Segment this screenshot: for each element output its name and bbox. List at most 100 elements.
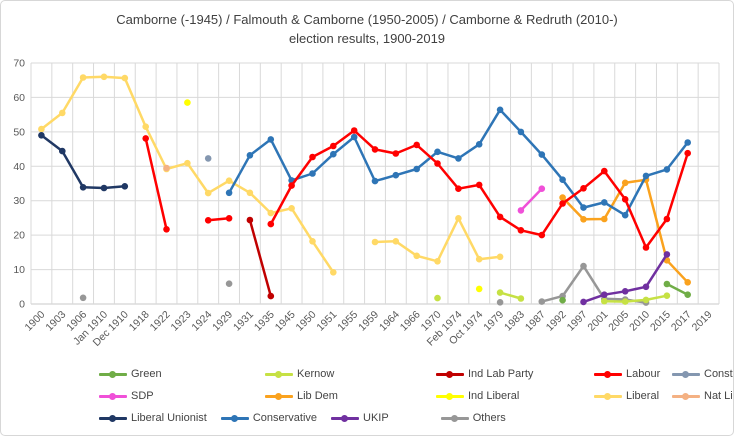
data-point-conservative — [517, 128, 525, 136]
data-point-conservative — [455, 155, 462, 162]
x-tick-label: 1900 — [23, 309, 48, 334]
x-tick-label: 1964 — [377, 309, 402, 334]
data-point-green — [559, 296, 566, 304]
legend-item-ind-liberal: Ind Liberal — [436, 390, 594, 402]
legend-item-ind-lab-party: Ind Lab Party — [436, 368, 594, 380]
series-nat-liberal — [163, 164, 170, 172]
data-point-labour — [392, 150, 400, 157]
x-tick-label: 1903 — [43, 309, 68, 334]
data-point-sdp — [538, 185, 546, 192]
legend-item-kernow: Kernow — [265, 368, 436, 380]
data-point-lib-dem — [621, 179, 629, 187]
data-point-liberal — [204, 189, 212, 197]
legend-item-nat-liberal: Nat Liberal — [672, 390, 733, 402]
data-point-labour — [204, 217, 212, 224]
data-point-liberal — [38, 125, 45, 133]
data-point-labour — [580, 185, 587, 192]
legend-label-conservative: Conservative — [252, 412, 318, 424]
x-tick-label: 1923 — [168, 309, 193, 334]
series-lib-dem — [559, 176, 691, 286]
x-tick-label: 1987 — [523, 309, 548, 334]
data-point-labour — [288, 182, 295, 189]
data-point-conservative — [601, 199, 608, 206]
data-point-ind-lab-party — [267, 292, 275, 300]
legend-row-1: Green Kernow Ind Lab Party Labour Constituti… — [1, 363, 733, 385]
x-tick-label: 1951 — [314, 309, 339, 334]
data-point-labour — [559, 200, 566, 207]
series-ind-lab-party — [246, 216, 275, 300]
data-point-liberal — [288, 205, 295, 212]
y-tick-label: 70 — [13, 58, 25, 70]
x-tick-label: 1955 — [335, 309, 360, 334]
x-tick-label: 1966 — [398, 309, 423, 334]
data-point-conservative — [559, 176, 566, 183]
data-point-kernow — [434, 294, 441, 302]
data-point-labour — [267, 220, 275, 228]
data-point-others — [79, 294, 87, 302]
x-tick-label: 2001 — [585, 309, 610, 334]
data-point-liberal — [59, 109, 66, 117]
legend-label-liberal: Liberal — [626, 390, 660, 402]
legend-label-ind-liberal: Ind Liberal — [468, 390, 520, 402]
data-point-lib-dem — [559, 194, 566, 201]
data-point-labour — [330, 142, 337, 150]
legend-swatch-ind-liberal-icon — [436, 392, 464, 401]
legend-swatch-green-icon — [99, 370, 127, 379]
series-constitution — [204, 155, 212, 162]
data-point-labour — [413, 141, 421, 149]
data-point-ukip — [580, 298, 587, 306]
legend-swatch-liberal-unionist-icon — [99, 414, 127, 423]
legend-swatch-conservative-icon — [220, 414, 249, 423]
legend-swatch-ukip-icon — [331, 414, 360, 423]
legend-item-labour: Labour — [594, 368, 672, 380]
data-point-liberal — [392, 238, 400, 245]
y-axis-labels: 0 10 20 30 40 50 60 70 — [13, 58, 25, 311]
data-point-conservative — [309, 170, 316, 177]
data-point-liberal — [225, 177, 233, 184]
legend-label-liberal-unionist: Liberal Unionist — [131, 412, 207, 424]
data-point-labour — [538, 231, 546, 239]
data-point-labour — [455, 185, 462, 192]
y-tick-label: 20 — [13, 230, 25, 242]
data-point-conservative — [246, 152, 254, 159]
legend-label-lib-dem: Lib Dem — [297, 390, 338, 402]
data-point-liberal — [434, 258, 441, 265]
series-kernow — [434, 289, 671, 305]
data-point-conservative — [475, 141, 483, 148]
y-tick-label: 0 — [19, 299, 25, 311]
series-liberal — [38, 73, 504, 276]
legend-label-constitution: Constitution — [704, 368, 734, 380]
data-point-ind-lab-party — [246, 216, 254, 224]
series-liberal-unionist — [38, 132, 129, 192]
chart-title-line2: election results, 1900-2019 — [288, 31, 446, 46]
series-conservative — [225, 106, 691, 219]
x-tick-label: 2019 — [690, 309, 715, 334]
legend-item-sdp: SDP — [99, 390, 265, 402]
data-point-conservative — [642, 172, 650, 180]
data-point-liberal — [121, 74, 129, 82]
x-tick-label: 1945 — [273, 309, 298, 334]
data-point-liberal-unionist — [100, 184, 108, 192]
series-labour — [142, 127, 691, 251]
data-point-liberal — [330, 269, 337, 276]
chart-legend: Green Kernow Ind Lab Party Labour Constituti… — [1, 363, 733, 429]
data-point-labour — [621, 196, 629, 203]
data-point-nat-liberal — [163, 164, 170, 172]
legend-label-sdp: SDP — [131, 390, 154, 402]
legend-swatch-kernow-icon — [265, 370, 293, 379]
gridlines — [30, 62, 720, 305]
x-tick-label: 2010 — [627, 309, 652, 334]
x-tick-label: 1924 — [189, 309, 214, 334]
x-tick-label: 1959 — [356, 309, 381, 334]
x-tick-label: 2005 — [606, 309, 631, 334]
x-tick-label: 1931 — [231, 309, 256, 334]
legend-label-nat-liberal: Nat Liberal — [704, 390, 733, 402]
data-point-lib-dem — [580, 216, 587, 223]
data-point-conservative — [392, 171, 400, 179]
x-tick-label: 1983 — [502, 309, 527, 334]
legend-swatch-nat-liberal-icon — [672, 392, 700, 401]
data-point-liberal-unionist — [38, 132, 45, 139]
data-point-liberal — [455, 215, 462, 222]
